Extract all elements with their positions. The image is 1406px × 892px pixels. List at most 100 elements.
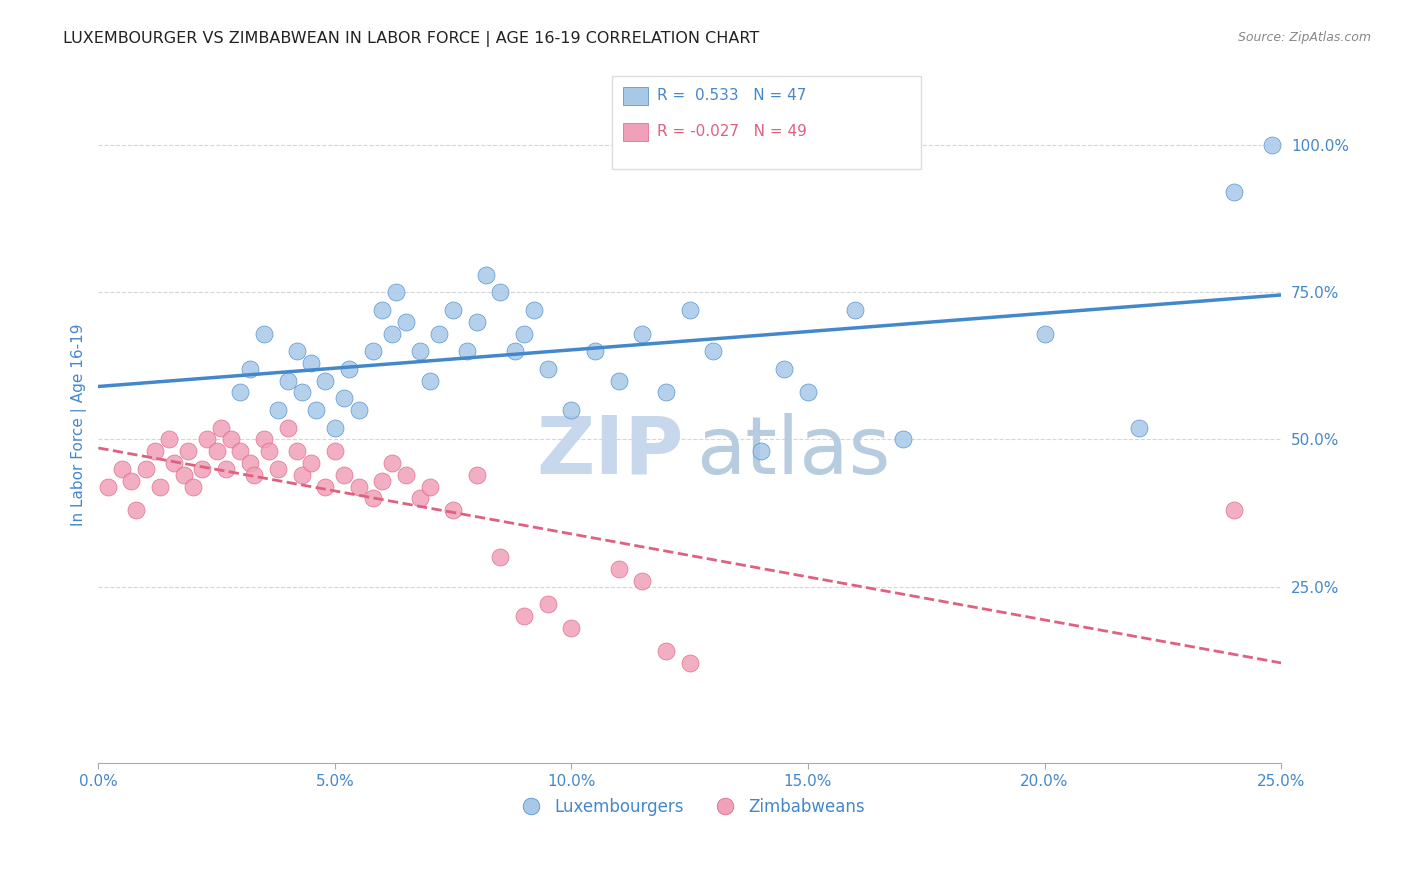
- Point: [299, 456, 322, 470]
- Point: [121, 474, 143, 488]
- Point: [409, 344, 432, 359]
- Point: [560, 403, 582, 417]
- Point: [1128, 420, 1150, 434]
- Point: [773, 361, 796, 376]
- Point: [381, 326, 404, 341]
- Point: [323, 444, 346, 458]
- Point: [267, 403, 290, 417]
- Point: [371, 303, 394, 318]
- Point: [441, 303, 464, 318]
- Point: [253, 326, 276, 341]
- Text: Source: ZipAtlas.com: Source: ZipAtlas.com: [1237, 31, 1371, 45]
- Point: [209, 420, 232, 434]
- Text: LUXEMBOURGER VS ZIMBABWEAN IN LABOR FORCE | AGE 16-19 CORRELATION CHART: LUXEMBOURGER VS ZIMBABWEAN IN LABOR FORC…: [63, 31, 759, 47]
- Point: [205, 444, 228, 458]
- Point: [291, 385, 314, 400]
- Point: [456, 344, 478, 359]
- Point: [267, 462, 290, 476]
- Point: [305, 403, 328, 417]
- Point: [285, 444, 308, 458]
- Y-axis label: In Labor Force | Age 16-19: In Labor Force | Age 16-19: [72, 324, 87, 526]
- Point: [333, 391, 356, 405]
- Point: [337, 361, 360, 376]
- Point: [503, 344, 526, 359]
- Point: [191, 462, 214, 476]
- Point: [607, 562, 630, 576]
- Point: [239, 456, 262, 470]
- Point: [173, 467, 195, 482]
- Point: [427, 326, 450, 341]
- Text: R =  0.533   N = 47: R = 0.533 N = 47: [657, 88, 806, 103]
- Point: [257, 444, 280, 458]
- Point: [679, 656, 702, 670]
- Point: [195, 433, 218, 447]
- Point: [1223, 503, 1246, 517]
- Point: [285, 344, 308, 359]
- Point: [797, 385, 820, 400]
- Point: [844, 303, 866, 318]
- Point: [143, 444, 166, 458]
- Point: [465, 467, 488, 482]
- Point: [1033, 326, 1056, 341]
- Point: [219, 433, 242, 447]
- Point: [513, 609, 536, 624]
- Point: [243, 467, 266, 482]
- Point: [323, 420, 346, 434]
- Point: [181, 479, 204, 493]
- Point: [157, 433, 180, 447]
- Point: [125, 503, 148, 517]
- Point: [891, 433, 914, 447]
- Point: [149, 479, 172, 493]
- Point: [560, 621, 582, 635]
- Point: [631, 326, 654, 341]
- Point: [537, 361, 560, 376]
- Point: [253, 433, 276, 447]
- Text: R = -0.027   N = 49: R = -0.027 N = 49: [657, 124, 807, 138]
- Point: [361, 491, 384, 506]
- Point: [239, 361, 262, 376]
- Point: [395, 315, 418, 329]
- Point: [347, 479, 370, 493]
- Point: [314, 374, 336, 388]
- Point: [441, 503, 464, 517]
- Point: [1260, 138, 1282, 153]
- Point: [229, 385, 252, 400]
- Point: [395, 467, 418, 482]
- Point: [163, 456, 186, 470]
- Text: ZIP: ZIP: [537, 413, 683, 491]
- Point: [333, 467, 356, 482]
- Point: [465, 315, 488, 329]
- Point: [523, 303, 546, 318]
- Point: [347, 403, 370, 417]
- Point: [314, 479, 336, 493]
- Point: [749, 444, 772, 458]
- Point: [418, 479, 440, 493]
- Point: [111, 462, 134, 476]
- Point: [537, 597, 560, 611]
- Point: [291, 467, 314, 482]
- Point: [631, 574, 654, 588]
- Point: [655, 644, 678, 658]
- Point: [361, 344, 384, 359]
- Point: [679, 303, 702, 318]
- Point: [489, 285, 512, 300]
- Point: [475, 268, 498, 282]
- Point: [215, 462, 238, 476]
- Point: [229, 444, 252, 458]
- Point: [513, 326, 536, 341]
- Point: [655, 385, 678, 400]
- Point: [381, 456, 404, 470]
- Point: [177, 444, 200, 458]
- Legend: Luxembourgers, Zimbabweans: Luxembourgers, Zimbabweans: [508, 791, 872, 822]
- Point: [489, 550, 512, 565]
- Point: [583, 344, 606, 359]
- Point: [371, 474, 394, 488]
- Point: [135, 462, 157, 476]
- Point: [1223, 186, 1246, 200]
- Point: [277, 374, 299, 388]
- Point: [277, 420, 299, 434]
- Point: [607, 374, 630, 388]
- Point: [299, 356, 322, 370]
- Point: [409, 491, 432, 506]
- Point: [97, 479, 120, 493]
